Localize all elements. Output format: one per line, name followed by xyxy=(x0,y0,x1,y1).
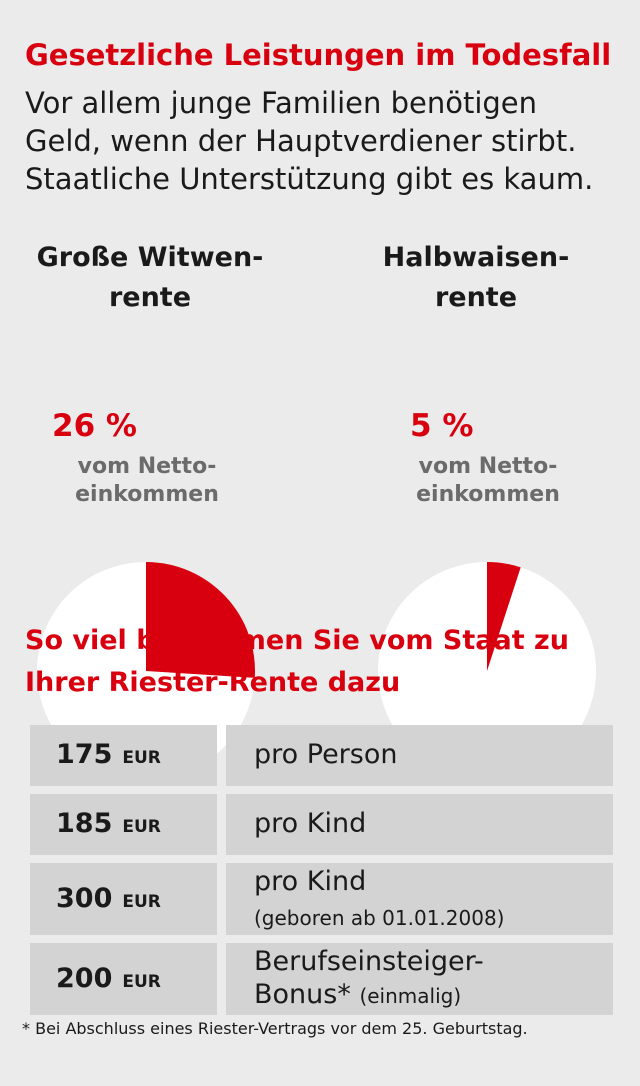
description-text: Berufseinsteiger- xyxy=(254,946,484,977)
pie-chart-witwenrente xyxy=(37,562,255,780)
amount-cell: 200 EUR xyxy=(30,943,217,1015)
pie-slice-share xyxy=(487,562,521,671)
intro-line-2: Geld, wenn der Hauptverdiener stirbt. xyxy=(25,124,577,158)
pie-sub-label-2: einkommen xyxy=(75,482,219,507)
pie-title-line-1: Große Witwen- xyxy=(36,242,264,273)
amount-cell: 300 EUR xyxy=(30,863,217,935)
section-title-line-2: Ihrer Riester-Rente dazu xyxy=(25,667,401,698)
pie-sub-label-2: einkommen xyxy=(416,482,560,507)
section-title: So viel bekommen Sie vom Staat zu Ihrer … xyxy=(25,620,569,704)
description-note: (geboren ab 01.01.2008) xyxy=(254,906,505,930)
amount-number: 200 xyxy=(56,963,113,994)
intro-line-1: Vor allem junge Familien benötigen xyxy=(25,86,538,120)
description-text: pro Kind xyxy=(254,866,367,897)
pie-block-halbwaisenrente: Halbwaisen- rente 5 % vom Netto- einkomm… xyxy=(336,232,636,780)
amount-cell: 185 EUR xyxy=(30,794,217,855)
pie-block-witwenrente: Große Witwen- rente 26 % vom Netto- eink… xyxy=(0,232,300,780)
page-title: Gesetzliche Leistungen im Todesfall xyxy=(25,38,612,72)
amount-value: 200 EUR xyxy=(56,963,161,994)
pie-percent-label: 26 % xyxy=(52,408,137,444)
footnote: * Bei Abschluss eines Riester-Vertrags v… xyxy=(22,1019,528,1038)
description-cell: pro Kind xyxy=(226,794,613,855)
table-row: 300 EUR pro Kind (geboren ab 01.01.2008) xyxy=(30,863,613,935)
pie-sub-label-1: vom Netto- xyxy=(418,454,558,479)
pie-slice-share xyxy=(146,562,255,678)
description-cell: pro Person xyxy=(226,725,613,786)
pie-title-line-1: Halbwaisen- xyxy=(382,242,570,273)
description-text: pro Person xyxy=(254,739,398,770)
amount-value: 300 EUR xyxy=(56,883,161,914)
amount-number: 300 xyxy=(56,883,113,914)
pie-title-line-2: rente xyxy=(108,282,192,313)
table-row: 175 EUR pro Person xyxy=(30,725,613,786)
pie-chart-halbwaisenrente xyxy=(378,562,596,780)
amount-number: 175 xyxy=(56,739,113,770)
table-row: 200 EUR Berufseinsteiger- Bonus* (einmali… xyxy=(30,943,613,1015)
amount-currency: EUR xyxy=(122,892,161,912)
amount-number: 185 xyxy=(56,808,113,839)
amount-currency: EUR xyxy=(122,748,161,768)
bonus-label: Bonus* xyxy=(254,979,351,1010)
section-title-line-1: So viel bekommen Sie vom Staat zu xyxy=(25,625,569,656)
amount-cell: 175 EUR xyxy=(30,725,217,786)
description-text: pro Kind xyxy=(254,808,367,839)
description-line-2: Bonus* (einmalig) xyxy=(254,979,461,1012)
amount-value: 175 EUR xyxy=(56,739,161,770)
amount-currency: EUR xyxy=(122,817,161,837)
description-cell: Berufseinsteiger- Bonus* (einmalig) xyxy=(226,943,613,1015)
description-cell: pro Kind (geboren ab 01.01.2008) xyxy=(226,863,613,935)
amount-value: 185 EUR xyxy=(56,808,161,839)
table-row: 185 EUR pro Kind xyxy=(30,794,613,855)
description-note: (einmalig) xyxy=(359,984,462,1008)
intro-line-3: Staatliche Unterstützung gibt es kaum. xyxy=(25,162,594,196)
amount-currency: EUR xyxy=(122,972,161,992)
pie-sub-label-1: vom Netto- xyxy=(77,454,217,479)
pie-title-line-2: rente xyxy=(434,282,518,313)
pie-percent-label: 5 % xyxy=(410,408,474,444)
